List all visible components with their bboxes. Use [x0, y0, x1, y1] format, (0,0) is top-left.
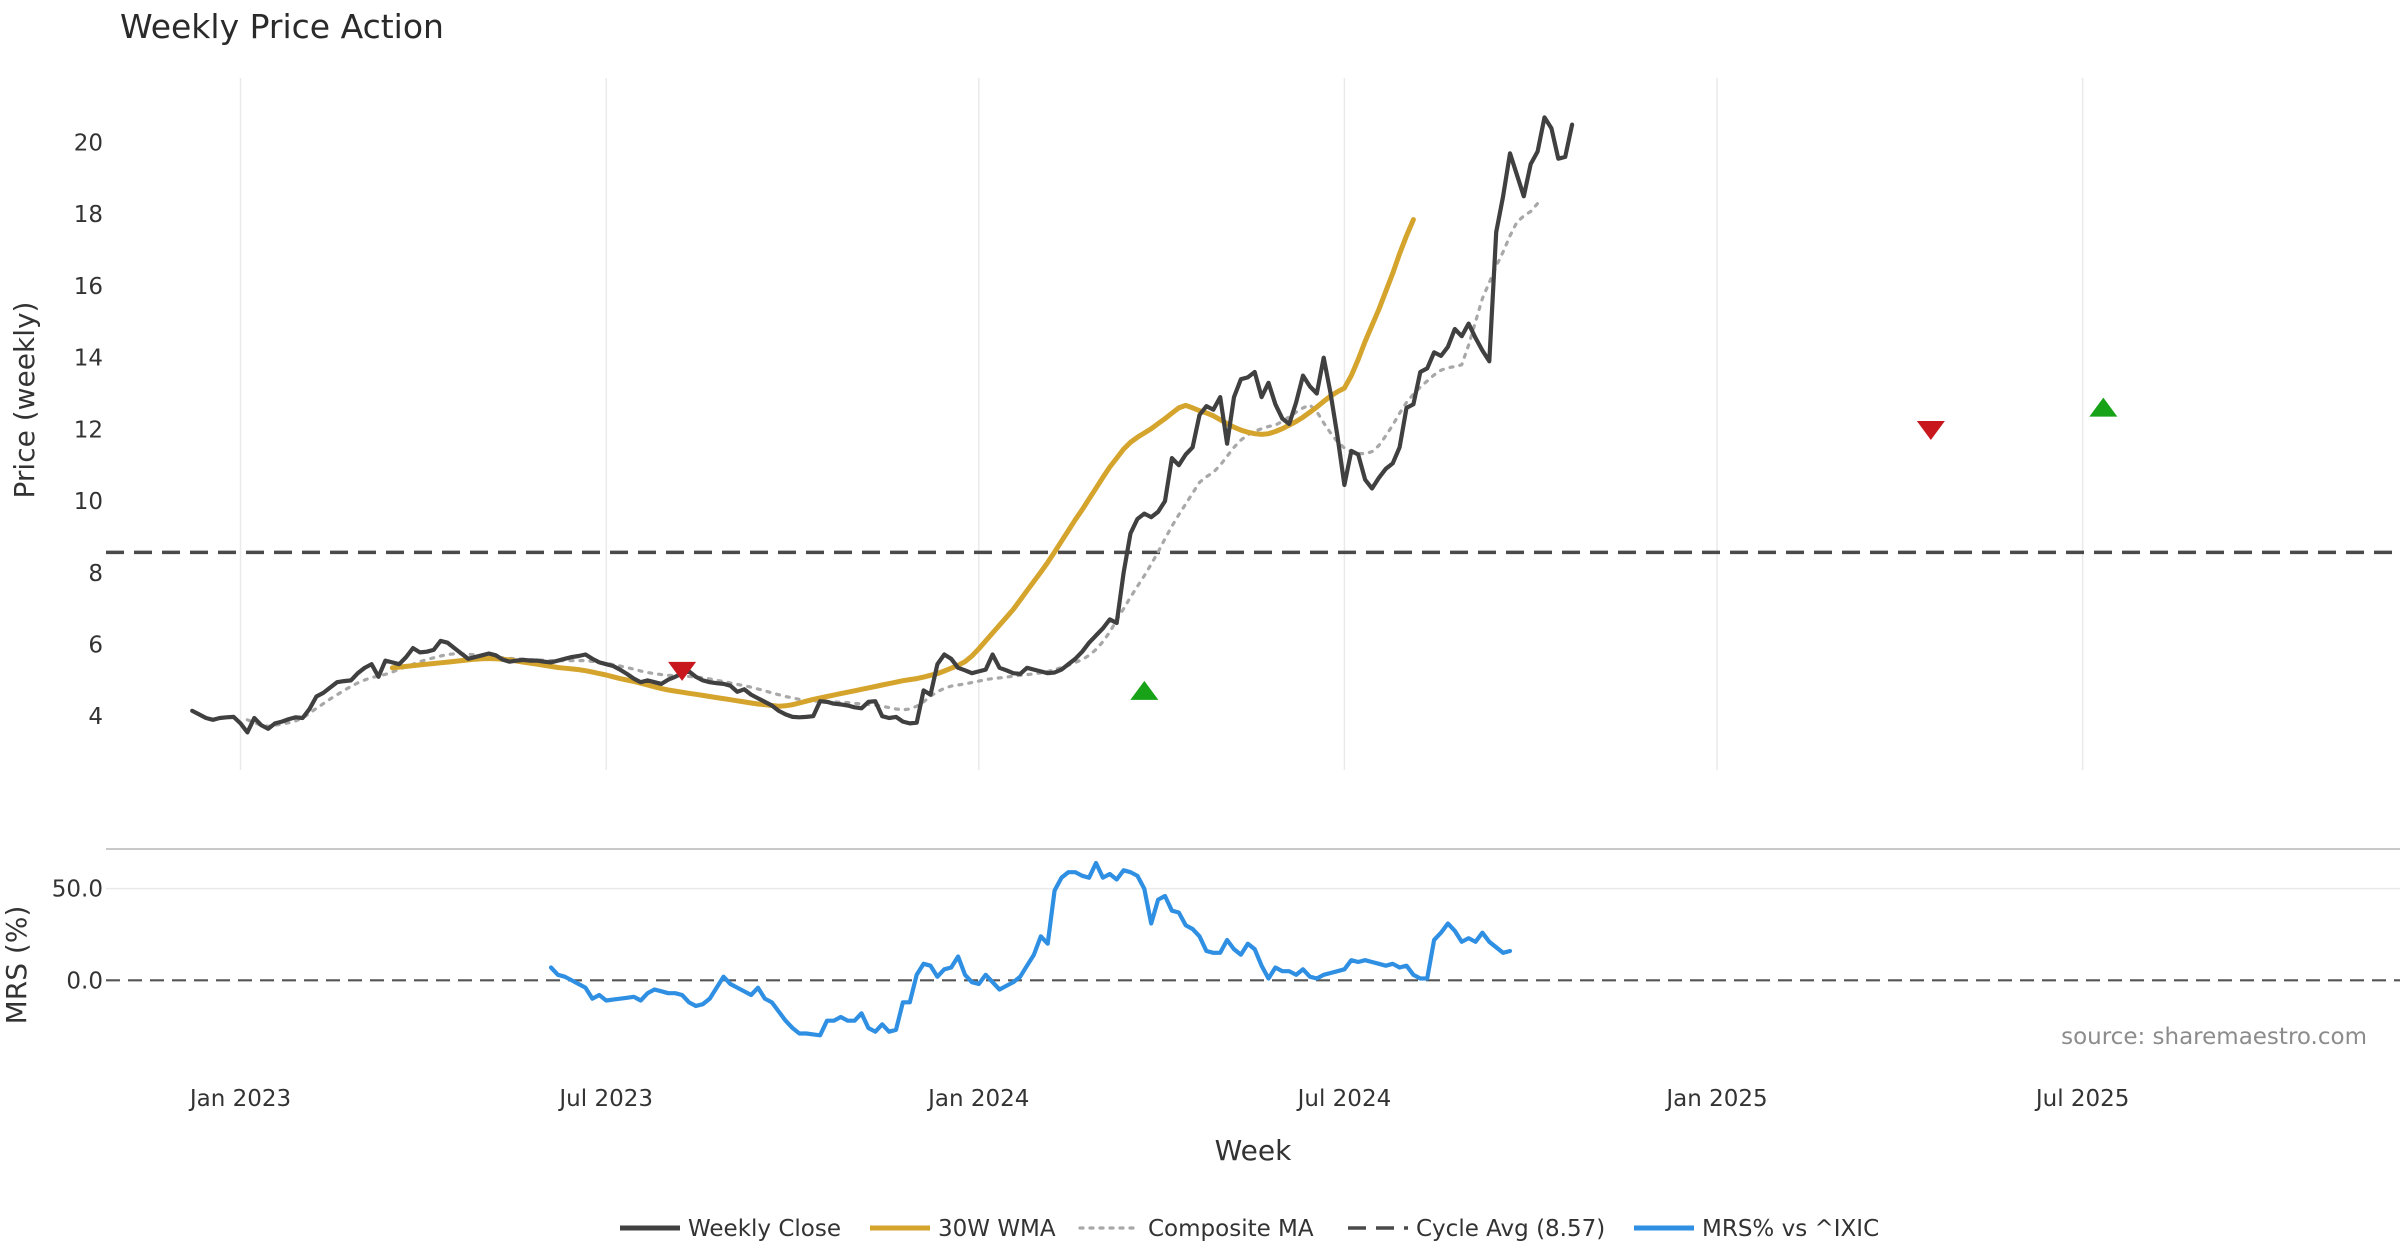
mrs-y-tick-label: 0.0 — [66, 968, 103, 994]
x-tick-label: Jan 2023 — [188, 1086, 291, 1112]
x-axis-label: Week — [1215, 1134, 1292, 1167]
legend-label: Weekly Close — [688, 1216, 841, 1242]
price-y-tick-label: 6 — [88, 633, 103, 659]
price-y-tick-label: 20 — [74, 131, 103, 157]
x-tick-label: Jul 2023 — [557, 1086, 653, 1112]
price-y-axis-label: Price (weekly) — [8, 302, 41, 499]
mrs-line — [548, 860, 1513, 1038]
weekly-close-line — [190, 115, 1575, 735]
source-note: source: sharemaestro.com — [2061, 1024, 2367, 1050]
chart-title: Weekly Price Action — [120, 7, 444, 46]
30w-wma-line — [389, 217, 1416, 709]
mrs-y-tick-label: 50.0 — [52, 877, 103, 903]
legend-label: Cycle Avg (8.57) — [1416, 1216, 1605, 1242]
grid-layer — [106, 78, 2400, 890]
x-axis-ticks: Jan 2023 Jul 2023 Jan 2024 Jul 2024 Jan 2025… — [188, 1086, 2130, 1112]
mrs-y-axis-ticks: 0.0 50.0 — [52, 877, 103, 995]
price-y-tick-label: 18 — [74, 202, 103, 228]
legend-label: MRS% vs ^IXIC — [1702, 1216, 1879, 1242]
buy-signal-marker — [1130, 680, 1159, 700]
price-y-tick-label: 4 — [88, 704, 103, 730]
x-tick-label: Jul 2024 — [1296, 1086, 1392, 1112]
x-tick-label: Jan 2024 — [926, 1086, 1029, 1112]
series-layer — [190, 115, 1575, 1038]
price-y-axis-ticks: 4 6 8 10 12 14 16 18 20 — [74, 131, 103, 731]
x-tick-label: Jan 2025 — [1664, 1086, 1767, 1112]
sell-signal-marker — [668, 661, 697, 681]
sell-signal-marker — [1916, 420, 1945, 440]
price-y-tick-label: 10 — [74, 489, 103, 515]
mrs-y-axis-label: MRS (%) — [0, 906, 33, 1025]
signal-layer — [668, 397, 2118, 700]
price-y-tick-label: 14 — [74, 346, 103, 372]
legend: Weekly Close 30W WMA Composite MA Cycle Avg… — [620, 1216, 1879, 1242]
legend-label: Composite MA — [1148, 1216, 1314, 1242]
price-y-tick-label: 12 — [74, 417, 103, 443]
price-y-tick-label: 16 — [74, 274, 103, 300]
legend-label: 30W WMA — [938, 1216, 1056, 1242]
price-y-tick-label: 8 — [88, 561, 103, 587]
buy-signal-marker — [2089, 397, 2118, 417]
x-tick-label: Jul 2025 — [2034, 1086, 2130, 1112]
